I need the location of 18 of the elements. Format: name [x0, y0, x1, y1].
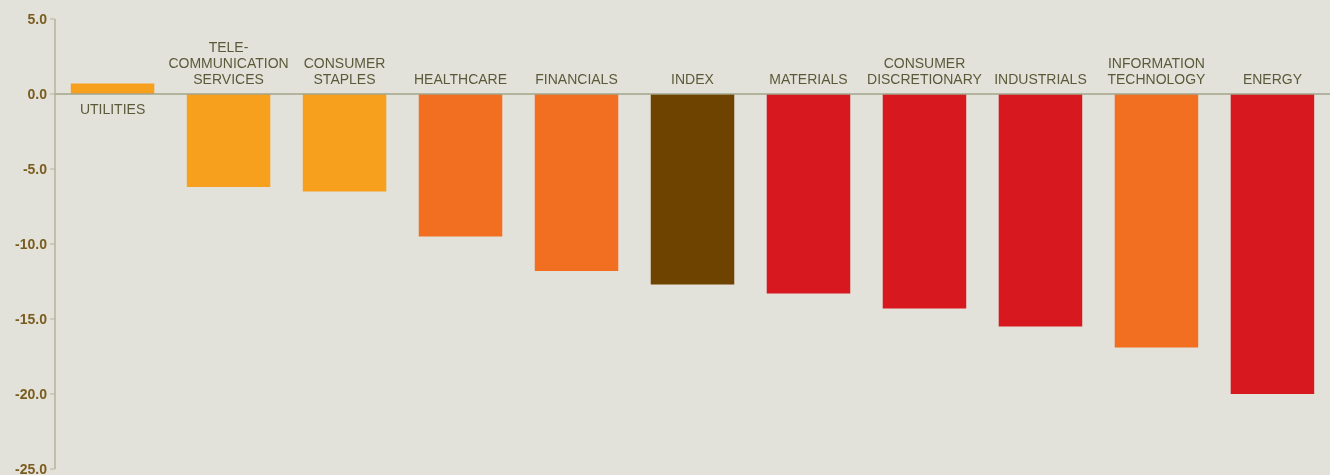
x-tick-label: CONSUMER DISCRETIONARY: [867, 55, 983, 87]
x-tick-label: UTILITIES: [79, 101, 146, 117]
y-tick-label: 5.0: [27, 10, 48, 27]
x-tick-label: INDEX: [671, 71, 715, 87]
y-tick-label: -10.0: [15, 235, 48, 252]
x-tick-label: HEALTHCARE: [413, 71, 508, 87]
y-tick-label: -20.0: [15, 385, 48, 402]
x-tick-label: FINANCIALS: [535, 71, 618, 87]
x-tick-label: MATERIALS: [769, 71, 848, 87]
y-tick-label: -15.0: [15, 310, 48, 327]
y-tick-label: -5.0: [22, 160, 48, 177]
x-tick-label: ENERGY: [1242, 71, 1303, 87]
x-tick-label: CONSUMER STAPLES: [303, 55, 386, 87]
y-tick-label: 0.0: [27, 85, 48, 102]
x-tick-label: TELE- COMMUNICATION SERVICES: [168, 39, 289, 87]
x-tick-label: INDUSTRIALS: [994, 71, 1087, 87]
x-tick-label: INFORMATION TECHNOLOGY: [1107, 55, 1207, 87]
y-tick-label: -25.0: [15, 460, 48, 475]
